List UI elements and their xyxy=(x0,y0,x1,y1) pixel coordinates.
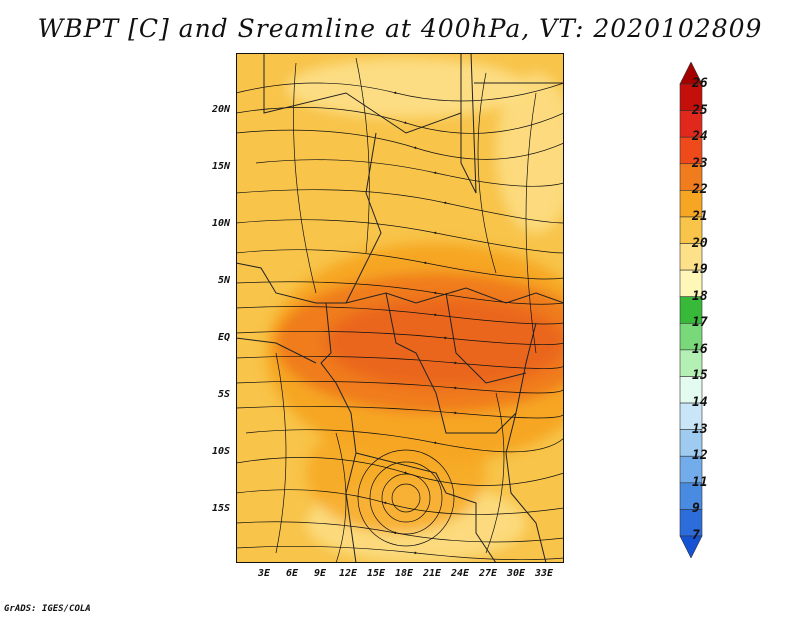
lat-label: EQ xyxy=(217,332,230,343)
shade-hot-core xyxy=(326,298,564,388)
streamlines xyxy=(236,57,564,563)
lat-label: 15N xyxy=(211,161,230,172)
lat-label: 15S xyxy=(211,503,230,514)
shade-mid-south xyxy=(306,413,486,533)
lat-label: 5N xyxy=(217,275,230,286)
colorbar-label: 7 xyxy=(692,528,700,543)
colorbar-label: 20 xyxy=(692,235,708,251)
colorbar-cell xyxy=(679,535,703,558)
lat-label: 10N xyxy=(211,218,230,229)
colorbar-label: 12 xyxy=(692,448,708,464)
colorbar-label: 18 xyxy=(692,288,708,304)
lat-label: 10S xyxy=(211,446,230,457)
colorbar-label: 21 xyxy=(692,208,708,224)
chart-title: WBPT [C] and Sreamline at 400hPa, VT: 20… xyxy=(37,14,763,43)
map-panel xyxy=(236,53,564,563)
lat-label: 5S xyxy=(217,389,230,400)
country-borders xyxy=(236,53,564,563)
lon-label: 15E xyxy=(366,568,386,579)
colorbar-label: 26 xyxy=(692,76,708,91)
shade-pale-northeast xyxy=(496,73,564,233)
colorbar-label: 15 xyxy=(692,368,708,384)
colorbar-label: 23 xyxy=(692,155,708,171)
lon-label: 18E xyxy=(394,568,414,579)
colorbar-label: 25 xyxy=(692,102,708,118)
lon-label: 6E xyxy=(285,568,299,579)
colorbar-label: 24 xyxy=(692,129,708,145)
colorbar-label: 9 xyxy=(692,501,700,517)
shade-pale-north xyxy=(286,58,526,118)
lon-label: 33E xyxy=(534,568,554,579)
credit-text: GrADS: IGES/COLA xyxy=(4,604,91,614)
colorbar-label: 11 xyxy=(692,474,708,490)
colorbar-label: 13 xyxy=(692,421,708,437)
lon-label: 27E xyxy=(478,568,498,579)
lon-label: 12E xyxy=(338,568,358,579)
colorbar-label: 19 xyxy=(692,262,708,278)
lon-label: 9E xyxy=(313,568,327,579)
lon-label: 24E xyxy=(450,568,470,579)
colorbar-label: 16 xyxy=(692,341,708,357)
colorbar-label: 22 xyxy=(692,182,708,198)
lon-label: 30E xyxy=(506,568,526,579)
colorbar-label: 17 xyxy=(692,315,708,331)
lon-label: 3E xyxy=(257,568,271,579)
colorbar-label: 14 xyxy=(692,395,708,411)
lon-label: 21E xyxy=(422,568,442,579)
colorbar xyxy=(679,62,703,558)
lat-label: 20N xyxy=(211,104,230,115)
